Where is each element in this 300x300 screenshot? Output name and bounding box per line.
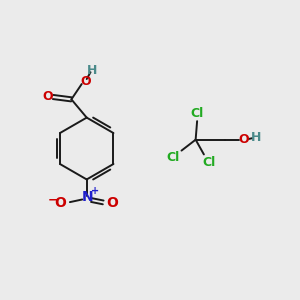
Text: O: O [238,133,249,146]
Text: O: O [55,196,66,210]
Text: Cl: Cl [202,156,216,169]
Text: O: O [43,91,53,103]
Text: H: H [250,131,261,144]
Text: N: N [82,190,93,204]
Text: +: + [91,186,99,196]
Text: O: O [80,75,91,88]
Text: H: H [87,64,97,77]
Text: O: O [106,196,118,210]
Text: −: − [48,194,58,207]
Text: Cl: Cl [190,107,204,120]
Text: Cl: Cl [166,151,179,164]
